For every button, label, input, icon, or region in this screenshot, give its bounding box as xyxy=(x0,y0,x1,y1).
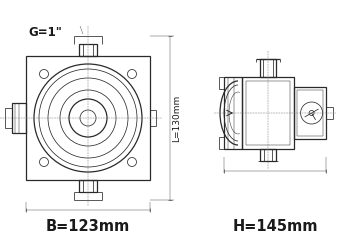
Bar xyxy=(26,56,150,180)
Bar xyxy=(79,44,97,56)
Bar xyxy=(260,59,276,77)
Bar xyxy=(224,77,242,149)
Bar xyxy=(12,103,26,133)
Bar xyxy=(260,149,276,161)
Bar xyxy=(294,87,326,139)
Text: G=1": G=1" xyxy=(28,26,62,39)
Bar xyxy=(297,90,323,136)
Bar xyxy=(219,137,224,149)
Text: B=123mm: B=123mm xyxy=(46,219,130,234)
Bar xyxy=(79,180,97,192)
Bar xyxy=(219,77,224,89)
Bar xyxy=(5,108,12,128)
Text: H=145mm: H=145mm xyxy=(232,219,318,234)
Bar xyxy=(246,81,290,145)
Bar xyxy=(242,77,294,149)
Text: L=130mm: L=130mm xyxy=(173,94,182,142)
